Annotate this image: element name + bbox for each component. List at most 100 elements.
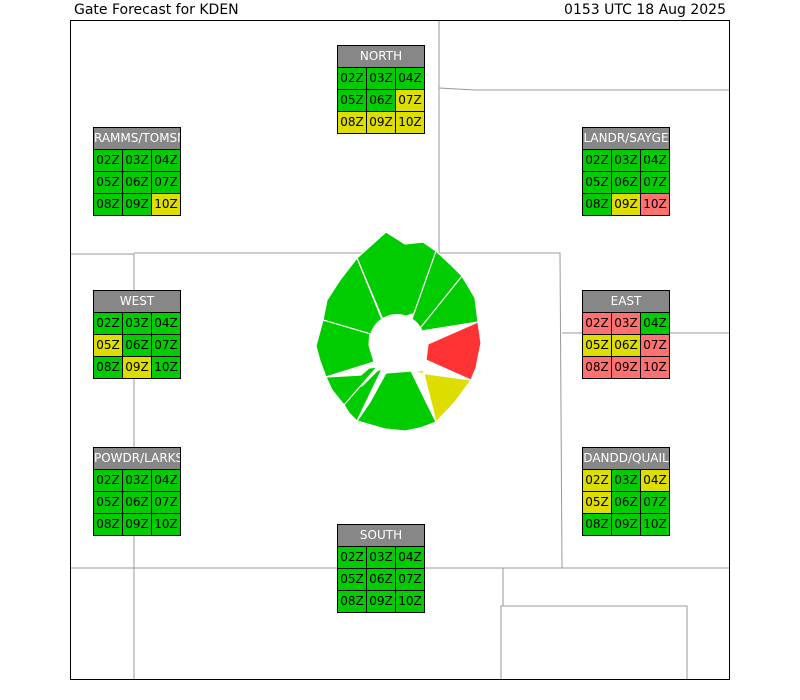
gate-hour-cell: 08Z — [94, 194, 122, 215]
gate-hour-cell: 05Z — [583, 172, 611, 193]
gate-hour-cell: 04Z — [152, 470, 180, 491]
gate-hour-cell: 03Z — [123, 470, 151, 491]
ring-sector-north-east — [415, 274, 479, 333]
gate-hour-cell: 04Z — [396, 68, 424, 89]
gate-hour-cell: 06Z — [123, 335, 151, 356]
gate-hour-cell: 02Z — [338, 68, 366, 89]
gate-panel-landr-sayge: LANDR/SAYGE 02Z 03Z 04Z 05Z 06Z 07Z 08Z 09Z 10Z — [582, 127, 670, 216]
gate-panel-east: EAST 02Z 03Z 04Z 05Z 06Z 07Z 08Z 09Z 10Z — [582, 290, 670, 379]
airport-ring — [315, 231, 482, 432]
gate-name: RAMMS/TOMSN — [94, 128, 180, 150]
gate-hour-cell: 09Z — [612, 194, 640, 215]
gate-hour-cell: 06Z — [367, 569, 395, 590]
boundary-line — [500, 605, 688, 679]
gate-hour-cell: 03Z — [612, 470, 640, 491]
gate-hour-cell: 05Z — [94, 492, 122, 513]
gate-hour-cell: 07Z — [152, 172, 180, 193]
gate-hour-cell: 05Z — [583, 492, 611, 513]
gate-hour-cell: 09Z — [367, 591, 395, 612]
gate-hour-cell: 02Z — [583, 313, 611, 334]
gate-hour-cell: 10Z — [641, 194, 669, 215]
gate-hour-cell: 06Z — [123, 492, 151, 513]
gate-hour-cell: 03Z — [612, 313, 640, 334]
gate-hour-cell: 07Z — [152, 335, 180, 356]
gate-hour-cell: 03Z — [612, 150, 640, 171]
gate-name: LANDR/SAYGE — [583, 128, 669, 150]
gate-hour-cell: 09Z — [367, 112, 395, 133]
page-title: Gate Forecast for KDEN — [74, 2, 239, 18]
airport-center — [369, 314, 425, 370]
ring-sector-east — [425, 321, 482, 381]
gate-hour-cell: 10Z — [396, 591, 424, 612]
gate-hour-cell: 04Z — [152, 313, 180, 334]
gate-hour-cell: 02Z — [583, 150, 611, 171]
gate-hour-cell: 02Z — [94, 150, 122, 171]
gate-hour-cell: 08Z — [583, 514, 611, 535]
gate-hour-cell: 04Z — [641, 313, 669, 334]
gate-hour-cell: 08Z — [583, 194, 611, 215]
gate-hour-cell: 04Z — [641, 470, 669, 491]
gate-panel-south: SOUTH 02Z 03Z 04Z 05Z 06Z 07Z 08Z 09Z 10Z — [337, 524, 425, 613]
gate-hour-cell: 03Z — [123, 150, 151, 171]
gate-hour-cell: 09Z — [123, 514, 151, 535]
boundary-line — [438, 87, 729, 91]
gate-hour-cell: 05Z — [94, 172, 122, 193]
gate-name: POWDR/LARKS — [94, 448, 180, 470]
gate-hour-cell: 10Z — [396, 112, 424, 133]
gate-name: EAST — [583, 291, 669, 313]
gate-hour-cell: 03Z — [367, 68, 395, 89]
gate-hour-cell: 09Z — [123, 194, 151, 215]
gate-hour-cell: 06Z — [612, 492, 640, 513]
gate-panel-west: WEST 02Z 03Z 04Z 05Z 06Z 07Z 08Z 09Z 10Z — [93, 290, 181, 379]
map-frame — [70, 20, 730, 680]
gate-hour-cell: 06Z — [123, 172, 151, 193]
gate-hour-cell: 07Z — [641, 492, 669, 513]
gate-panel-powdr-larks: POWDR/LARKS 02Z 03Z 04Z 05Z 06Z 07Z 08Z 09Z 10Z — [93, 447, 181, 536]
gate-hour-cell: 10Z — [152, 514, 180, 535]
gate-name: SOUTH — [338, 525, 424, 547]
gate-hour-cell: 06Z — [612, 172, 640, 193]
boundary-line — [134, 252, 563, 569]
gate-hour-cell: 09Z — [612, 357, 640, 378]
gate-hour-cell: 09Z — [123, 357, 151, 378]
forecast-timestamp: 0153 UTC 18 Aug 2025 — [564, 2, 726, 18]
gate-hour-cell: 08Z — [94, 357, 122, 378]
gate-hour-cell: 02Z — [583, 470, 611, 491]
gate-hour-cell: 07Z — [641, 335, 669, 356]
ring-sector-south-west — [325, 366, 379, 406]
gate-hour-cell: 08Z — [338, 112, 366, 133]
gate-hour-cell: 07Z — [396, 569, 424, 590]
gate-hour-cell: 02Z — [94, 470, 122, 491]
gate-hour-cell: 06Z — [367, 90, 395, 111]
gate-hour-cell: 05Z — [583, 335, 611, 356]
gate-hour-cell: 10Z — [641, 357, 669, 378]
gate-hour-cell: 07Z — [641, 172, 669, 193]
gate-hour-cell: 07Z — [152, 492, 180, 513]
gate-name: NORTH — [338, 46, 424, 68]
gate-hour-cell: 05Z — [338, 90, 366, 111]
gate-hour-cell: 10Z — [152, 357, 180, 378]
gate-hour-cell: 04Z — [152, 150, 180, 171]
gate-hour-cell: 08Z — [338, 591, 366, 612]
gate-hour-cell: 03Z — [123, 313, 151, 334]
gate-hour-cell: 05Z — [338, 569, 366, 590]
gate-panel-ramms-tomsn: RAMMS/TOMSN 02Z 03Z 04Z 05Z 06Z 07Z 08Z 09Z 10Z — [93, 127, 181, 216]
gate-hour-cell: 02Z — [338, 547, 366, 568]
gate-hour-cell: 08Z — [583, 357, 611, 378]
gate-hour-cell: 07Z — [396, 90, 424, 111]
gate-hour-cell: 02Z — [94, 313, 122, 334]
gate-panel-dandd-quail: DANDD/QUAIL 02Z 03Z 04Z 05Z 06Z 07Z 08Z 09Z 10Z — [582, 447, 670, 536]
gate-name: DANDD/QUAIL — [583, 448, 669, 470]
gate-panel-north: NORTH 02Z 03Z 04Z 05Z 06Z 07Z 08Z 09Z 10Z — [337, 45, 425, 134]
gate-hour-cell: 09Z — [612, 514, 640, 535]
gate-hour-cell: 10Z — [641, 514, 669, 535]
gate-hour-cell: 03Z — [367, 547, 395, 568]
gate-hour-cell: 04Z — [641, 150, 669, 171]
gate-hour-cell: 08Z — [94, 514, 122, 535]
gate-hour-cell: 05Z — [94, 335, 122, 356]
gate-hour-cell: 06Z — [612, 335, 640, 356]
gate-name: WEST — [94, 291, 180, 313]
ring-sector-south-east — [412, 369, 473, 424]
gate-hour-cell: 10Z — [152, 194, 180, 215]
